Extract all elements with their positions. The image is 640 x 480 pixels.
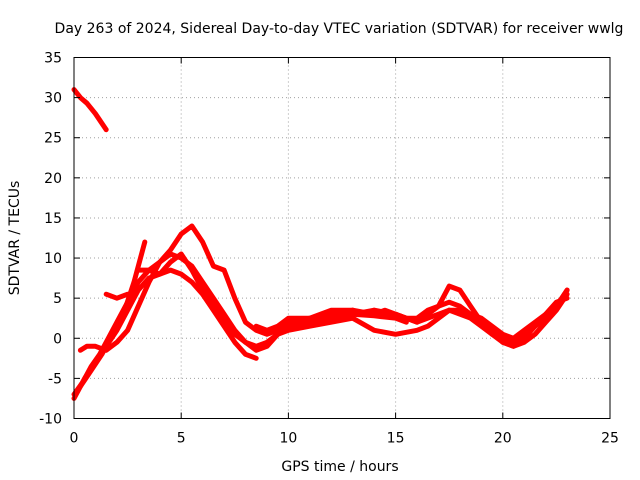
y-tick-label: 30 — [44, 91, 62, 107]
y-axis-label: SDTVAR / TECUs — [7, 181, 23, 296]
y-tick-label: 35 — [44, 51, 62, 67]
x-tick-label: 10 — [279, 431, 297, 447]
y-tick-label: -5 — [48, 371, 62, 387]
series-trace-4 — [77, 239, 148, 389]
x-tick-label: 0 — [70, 431, 79, 447]
y-tick-label: 10 — [44, 251, 62, 267]
x-tick-label: 15 — [387, 431, 405, 447]
ticks: 0 5 10 15 20 25 -10 -5 0 5 10 15 20 25 30 35 — [39, 51, 619, 447]
y-tick-label: 20 — [44, 171, 62, 187]
x-tick-label: 25 — [601, 431, 619, 447]
series-trace-9 — [328, 287, 570, 341]
series-trace-6 — [103, 291, 131, 301]
plot-frame — [73, 57, 611, 419]
x-tick-label: 20 — [494, 431, 512, 447]
y-tick-label: 5 — [53, 291, 62, 307]
x-tick-label: 5 — [177, 431, 186, 447]
x-axis-label: GPS time / hours — [281, 459, 398, 475]
series-trace-8 — [253, 295, 570, 349]
y-tick-label: 15 — [44, 211, 62, 227]
grid — [74, 57, 610, 419]
chart-title: Day 263 of 2024, Sidereal Day-to-day VTE… — [55, 21, 624, 37]
y-tick-label: 0 — [53, 331, 62, 347]
series-layer — [71, 87, 570, 401]
y-tick-label: 25 — [44, 131, 62, 147]
y-tick-label: -10 — [39, 412, 62, 428]
series-trace-1 — [71, 87, 109, 133]
series-trace-2 — [71, 251, 409, 397]
